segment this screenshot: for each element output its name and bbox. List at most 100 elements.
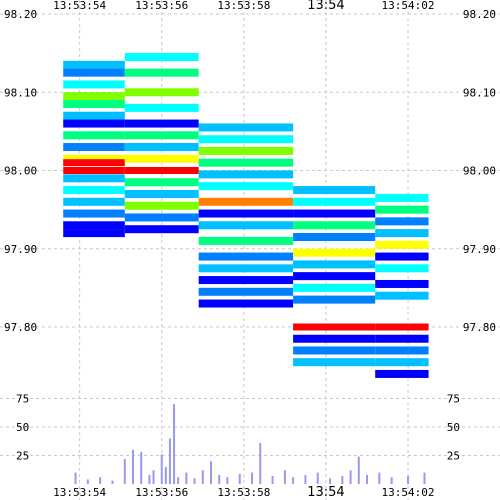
x-tick-label-bottom: 13:54 xyxy=(307,485,344,500)
volume-bar xyxy=(329,478,332,484)
x-tick-label-top: 13:54 xyxy=(307,0,344,13)
heatmap-cell xyxy=(293,283,376,292)
heatmap-cell xyxy=(293,346,376,355)
x-tick-label-top: 13:53:54 xyxy=(53,0,106,12)
heatmap-cell xyxy=(293,260,376,269)
heatmap-cell xyxy=(63,186,125,195)
volume-bar xyxy=(390,477,393,484)
heatmap-cell xyxy=(124,88,199,97)
volume-tick-label-right: 50 xyxy=(447,421,460,434)
heatmap-cell xyxy=(293,358,376,367)
heatmap-cell xyxy=(63,209,125,218)
heatmap-cell xyxy=(375,264,429,273)
heatmap-cell xyxy=(375,240,429,249)
heatmap-cell xyxy=(293,221,376,230)
y-tick-label-left: 98.00 xyxy=(4,165,37,178)
volume-bar xyxy=(251,472,254,484)
volume-bar xyxy=(210,461,212,484)
heatmap-cell xyxy=(293,334,376,343)
y-tick-label-right: 97.80 xyxy=(463,321,496,334)
y-tick-label-left: 98.20 xyxy=(4,8,37,21)
volume-bar xyxy=(164,466,167,484)
volume-bar xyxy=(271,476,274,484)
heatmap-cell xyxy=(293,272,376,281)
y-tick-label-right: 98.20 xyxy=(463,8,496,21)
heatmap-cell xyxy=(124,68,199,77)
heatmap-cell xyxy=(63,167,125,174)
heatmap-cell xyxy=(198,287,294,296)
volume-bar xyxy=(378,472,381,484)
heatmap-cell xyxy=(198,135,294,144)
volume-bar xyxy=(304,474,307,484)
volume-bar xyxy=(218,474,221,484)
axis-labels: 13:53:54 13:53:54 13:53:56 13:53:56 13:53:58… xyxy=(4,0,496,500)
x-tick-label-bottom: 13:53:58 xyxy=(217,486,270,499)
volume-bar xyxy=(168,438,171,484)
y-tick-label-left: 98.10 xyxy=(4,86,37,99)
volume-tick-label-left: 50 xyxy=(16,421,29,434)
heatmap-cell xyxy=(375,205,429,214)
price-heatmap xyxy=(63,53,429,378)
heatmap-cell xyxy=(375,217,429,226)
heatmap-cell xyxy=(375,323,429,331)
volume-bar xyxy=(407,476,410,484)
heatmap-cell xyxy=(375,358,429,367)
heatmap-cell xyxy=(293,323,376,331)
volume-bar xyxy=(99,477,102,484)
heatmap-cell xyxy=(63,60,125,69)
y-tick-label-right: 98.10 xyxy=(463,86,496,99)
y-tick-label-right: 98.00 xyxy=(463,165,496,178)
heatmap-cell xyxy=(375,229,429,238)
heatmap-cell xyxy=(293,233,376,242)
volume-tick-label-left: 75 xyxy=(16,393,29,406)
heatmap-cell xyxy=(198,299,294,308)
heatmap-cell xyxy=(293,248,376,257)
heatmap-cell xyxy=(124,178,199,187)
heatmap-cell xyxy=(63,229,125,238)
volume-bar xyxy=(160,454,163,484)
heatmap-cell xyxy=(375,334,429,343)
heatmap-cell xyxy=(63,159,125,167)
heatmap-cell xyxy=(198,264,294,273)
x-tick-label-top: 13:54:02 xyxy=(382,0,435,12)
heatmap-cell xyxy=(293,186,376,195)
y-tick-label-left: 97.80 xyxy=(4,321,37,334)
heatmap-cell xyxy=(124,201,199,210)
heatmap-cell xyxy=(124,53,199,62)
heatmap-cell xyxy=(63,174,125,183)
heatmap-cell xyxy=(63,197,125,206)
heatmap-cell xyxy=(63,131,125,140)
volume-bar xyxy=(226,477,229,484)
volume-bar xyxy=(177,477,180,484)
volume-bar xyxy=(132,449,134,484)
volume-bar xyxy=(173,404,176,484)
heatmap-cell xyxy=(293,197,376,206)
heatmap-cell xyxy=(124,119,199,128)
x-tick-label-bottom: 13:54:02 xyxy=(382,486,435,499)
heatmap-cell xyxy=(198,146,294,155)
heatmap-cell xyxy=(198,276,294,285)
heatmap-cell xyxy=(63,68,125,77)
volume-tick-label-right: 75 xyxy=(447,393,460,406)
heatmap-cell xyxy=(63,119,125,128)
heatmap-cell xyxy=(63,143,125,152)
heatmap-cell xyxy=(198,236,294,245)
volume-bar xyxy=(152,470,155,484)
heatmap-cell xyxy=(198,123,294,132)
volume-bar xyxy=(341,476,344,484)
volume-bars xyxy=(74,404,426,484)
heatmap-cell xyxy=(293,209,376,218)
heatmap-cell xyxy=(375,291,429,300)
heatmap-cell xyxy=(198,158,294,167)
heatmap-cell xyxy=(293,295,376,304)
volume-bar xyxy=(283,470,286,484)
x-tick-label-bottom: 13:53:56 xyxy=(135,486,188,499)
heatmap-cell xyxy=(63,154,125,163)
heatmap-cell xyxy=(198,252,294,261)
heatmap-cell xyxy=(63,111,125,120)
heatmap-cell xyxy=(124,143,199,152)
heatmap-cell xyxy=(63,221,125,230)
volume-bar xyxy=(74,472,77,484)
volume-bar xyxy=(349,470,352,484)
